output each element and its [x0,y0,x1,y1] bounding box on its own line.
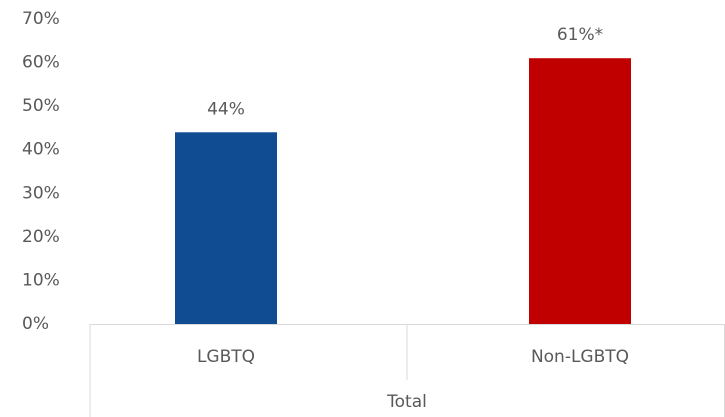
group-label: Total [386,392,427,412]
bar [175,132,277,324]
y-tick-label: 20% [22,227,60,247]
y-tick-label: 50% [22,96,60,116]
bar [529,58,631,324]
y-tick-label: 60% [22,53,60,73]
x-tick-label: Non-LGBTQ [531,347,629,367]
y-tick-label: 70% [22,9,60,29]
y-tick-label: 0% [22,314,49,334]
y-tick-label: 10% [22,270,60,290]
data-label: 61%* [557,25,603,45]
y-tick-label: 30% [22,183,60,203]
x-tick-label: LGBTQ [197,347,255,367]
y-tick-label: 40% [22,140,60,160]
data-label: 44% [207,99,245,119]
